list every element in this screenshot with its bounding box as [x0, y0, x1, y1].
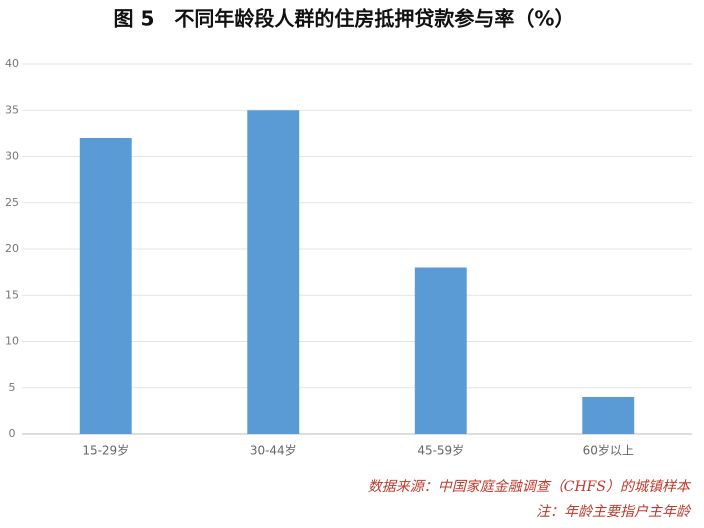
y-tick-label: 40 — [5, 57, 19, 70]
bar — [247, 110, 300, 434]
x-tick-label: 45-59岁 — [417, 443, 464, 458]
y-tick-label: 25 — [5, 196, 19, 209]
y-tick-label: 0 — [9, 427, 16, 440]
y-tick-label: 15 — [5, 288, 19, 301]
x-tick-label: 15-29岁 — [82, 443, 129, 458]
x-tick-label: 30-44岁 — [250, 443, 297, 458]
bar — [414, 267, 467, 434]
source-note: 数据来源：中国家庭金融调查（CHFS）的城镇样本 — [368, 479, 692, 495]
x-tick-label: 60岁以上 — [583, 443, 634, 458]
y-tick-label: 5 — [9, 381, 16, 394]
y-tick-label: 10 — [5, 335, 19, 348]
chart-title: 图 5 不同年龄段人群的住房抵押贷款参与率（%） — [114, 7, 575, 31]
footnote: 注：年龄主要指户主年龄 — [536, 504, 692, 520]
bar — [582, 397, 635, 434]
y-tick-label: 30 — [5, 150, 19, 163]
y-tick-label: 20 — [5, 242, 19, 255]
y-tick-label: 35 — [5, 103, 19, 116]
bar — [79, 138, 132, 434]
